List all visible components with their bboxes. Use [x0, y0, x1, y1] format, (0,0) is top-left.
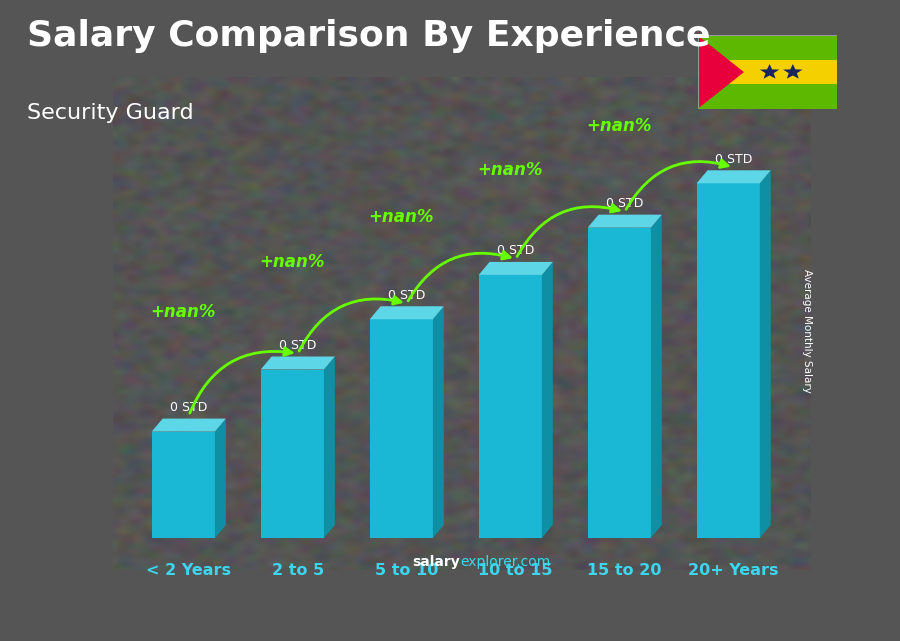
Text: Salary Comparison By Experience: Salary Comparison By Experience: [27, 19, 710, 53]
Polygon shape: [479, 262, 553, 275]
Polygon shape: [760, 171, 770, 538]
Polygon shape: [651, 215, 661, 538]
Polygon shape: [698, 35, 744, 109]
Polygon shape: [588, 215, 662, 228]
Text: 0 STD: 0 STD: [497, 244, 535, 257]
Text: +nan%: +nan%: [259, 253, 325, 271]
Text: 10 to 15: 10 to 15: [479, 563, 553, 578]
Polygon shape: [324, 356, 335, 538]
Polygon shape: [370, 319, 433, 538]
Text: 0 STD: 0 STD: [388, 288, 426, 301]
Text: 20+ Years: 20+ Years: [688, 563, 779, 578]
Polygon shape: [215, 419, 226, 538]
Polygon shape: [697, 183, 760, 538]
Polygon shape: [760, 64, 779, 79]
Polygon shape: [152, 431, 215, 538]
Text: +nan%: +nan%: [369, 208, 434, 226]
Text: Security Guard: Security Guard: [27, 103, 194, 122]
Polygon shape: [433, 306, 444, 538]
Text: 0 STD: 0 STD: [170, 401, 208, 414]
Polygon shape: [588, 228, 651, 538]
Text: < 2 Years: < 2 Years: [147, 563, 231, 578]
Text: 0 STD: 0 STD: [279, 339, 317, 352]
Text: +nan%: +nan%: [587, 117, 652, 135]
Text: +nan%: +nan%: [478, 161, 543, 179]
Text: 15 to 20: 15 to 20: [588, 563, 662, 578]
Bar: [698, 60, 837, 85]
Text: 2 to 5: 2 to 5: [272, 563, 324, 578]
Text: 5 to 10: 5 to 10: [375, 563, 438, 578]
Polygon shape: [697, 171, 770, 183]
Text: 0 STD: 0 STD: [606, 197, 644, 210]
Polygon shape: [261, 356, 335, 369]
Polygon shape: [370, 306, 444, 319]
Text: +nan%: +nan%: [150, 303, 216, 321]
Text: Average Monthly Salary: Average Monthly Salary: [802, 269, 812, 393]
Polygon shape: [152, 419, 226, 431]
Polygon shape: [783, 64, 803, 79]
Text: 0 STD: 0 STD: [715, 153, 752, 165]
Text: salary: salary: [412, 554, 460, 569]
Polygon shape: [261, 369, 324, 538]
Polygon shape: [479, 275, 542, 538]
Text: explorer.com: explorer.com: [460, 554, 551, 569]
Polygon shape: [542, 262, 553, 538]
